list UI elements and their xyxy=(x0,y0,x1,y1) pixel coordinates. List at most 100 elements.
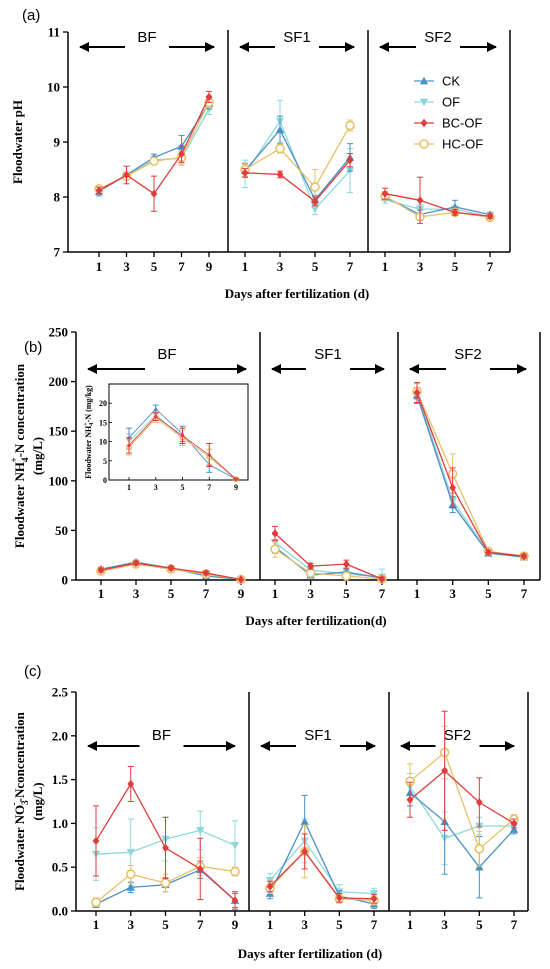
phase-label-gap xyxy=(139,743,184,749)
y-axis-label-ylabel_post: -Nconcentration xyxy=(12,711,27,802)
marker-hc-of xyxy=(419,139,429,149)
marker-hc-of xyxy=(275,143,285,154)
inset-y-tick-label: 15 xyxy=(99,418,107,427)
y-label-group: Floodwater NH4+-N concentration (mg/L) xyxy=(9,363,45,548)
y-axis-label: Floodwater NO3--Nconcentration xyxy=(9,711,30,891)
y-label-group: Floodwater NO3--Nconcentration (mg/L) xyxy=(9,711,45,891)
marker-of xyxy=(126,848,135,857)
series-line-hc-of xyxy=(409,751,515,850)
y-tick-label: 100 xyxy=(49,473,69,488)
x-tick-label: 3 xyxy=(441,917,448,932)
y-tick-label: 200 xyxy=(49,374,69,389)
x-tick-label: 3 xyxy=(301,917,308,932)
y-axis-label-ylabel_sub: 3 xyxy=(20,800,30,805)
marker-of xyxy=(310,205,320,214)
x-tick-label: 1 xyxy=(98,586,105,601)
marker-hc-of xyxy=(474,844,485,854)
marker-bc-of xyxy=(370,894,378,903)
phase-label: SF2 xyxy=(424,29,452,46)
marker-hc-of xyxy=(341,571,352,581)
inset-x-tick-label: 3 xyxy=(154,483,158,492)
phase-label: SF2 xyxy=(444,727,472,744)
x-tick-label: 5 xyxy=(476,917,483,932)
x-tick-label: 5 xyxy=(162,917,169,932)
series-line-bc-of xyxy=(274,532,383,580)
phase-label: BF xyxy=(137,29,156,46)
marker-bc-of xyxy=(123,170,130,180)
inset-y-axis-label-ylabel_sup: + xyxy=(83,422,89,426)
x-tick-label: 1 xyxy=(242,259,249,274)
x-tick-label: 5 xyxy=(168,586,175,601)
legend-label: BC-OF xyxy=(442,116,483,131)
marker-bc-of xyxy=(342,559,350,569)
x-tick-label: 9 xyxy=(206,259,213,274)
legend-label: OF xyxy=(442,95,460,110)
marker-bc-of xyxy=(95,186,103,195)
marker-bc-of xyxy=(92,836,100,846)
phase-label: SF1 xyxy=(283,29,311,46)
marker-bc-of xyxy=(311,197,319,206)
y-axis-label-ylabel_sub: 4 xyxy=(20,457,30,462)
x-axis-label: Days after fertilization (d) xyxy=(225,286,370,301)
marker-bc-of xyxy=(413,388,421,397)
marker-bc-of xyxy=(234,476,238,482)
marker-bc-of xyxy=(486,212,494,221)
phase-label-gap xyxy=(306,366,350,372)
y-tick-label: 0.5 xyxy=(52,860,69,875)
y-tick-label: 10 xyxy=(47,80,60,95)
marker-bc-of xyxy=(207,452,212,458)
marker-bc-of xyxy=(271,529,279,538)
y-tick-label: 9 xyxy=(54,135,61,150)
y-axis-label-ylabel_sup: + xyxy=(9,457,19,462)
marker-ck xyxy=(153,406,159,411)
marker-ck xyxy=(275,125,285,134)
series-line-hc-of xyxy=(274,548,383,580)
phase-label-gap xyxy=(446,366,490,372)
series-line-hc-of xyxy=(244,125,351,189)
inset-x-tick-label: 7 xyxy=(207,483,211,492)
marker-bc-of xyxy=(449,483,457,492)
phase-label-gap xyxy=(416,44,460,50)
y-axis-label-ylabel_pre: Floodwater NO xyxy=(12,805,27,891)
x-tick-label: 7 xyxy=(379,586,386,601)
phase-label-gap xyxy=(296,743,340,749)
marker-bc-of xyxy=(510,819,518,828)
y-tick-label: 50 xyxy=(55,523,68,538)
y-axis-label-ylabel_post: -N concentration xyxy=(12,363,27,457)
marker-bc-of xyxy=(167,563,175,573)
y-axis-label-unit: (mg/L) xyxy=(30,437,45,475)
x-tick-label: 5 xyxy=(485,586,492,601)
series-line-bc-of xyxy=(416,392,525,557)
x-tick-label: 7 xyxy=(371,917,378,932)
x-axis-label: Days after fertilization (d) xyxy=(238,946,383,961)
marker-bc-of xyxy=(346,155,354,165)
marker-bc-of xyxy=(307,561,315,571)
marker-bc-of xyxy=(153,414,158,420)
y-axis-label-ylabel_pre: Floodwater NH xyxy=(12,462,27,548)
marker-hc-of xyxy=(345,120,355,131)
phase-label-gap xyxy=(275,44,319,50)
x-tick-label: 5 xyxy=(452,259,459,274)
marker-bc-of xyxy=(416,196,424,205)
x-tick-label: 3 xyxy=(417,259,424,274)
marker-bc-of xyxy=(276,170,284,179)
marker-hc-of xyxy=(230,866,240,877)
marker-hc-of xyxy=(125,869,136,879)
panel-label: (b) xyxy=(24,339,42,356)
series-line-of xyxy=(409,786,514,840)
x-tick-label: 3 xyxy=(307,586,314,601)
marker-ck xyxy=(126,883,135,891)
series-line-bc-of xyxy=(409,769,515,824)
marker-hc-of xyxy=(270,544,280,555)
phase-label: SF2 xyxy=(454,346,482,363)
marker-bc-of xyxy=(301,847,309,856)
marker-bc-of xyxy=(150,189,158,198)
marker-bc-of xyxy=(231,896,239,905)
x-tick-label: 3 xyxy=(277,259,284,274)
marker-ck xyxy=(509,825,519,833)
panel-c: (c) 0.0 0.5 1.0 1.5 2.0 2.5 BF 1 3 5 7 9 SF1 1 3 5 7 SF2 1 3… xyxy=(9,663,529,961)
marker-bc-of xyxy=(451,208,459,217)
marker-bc-of xyxy=(475,798,483,807)
